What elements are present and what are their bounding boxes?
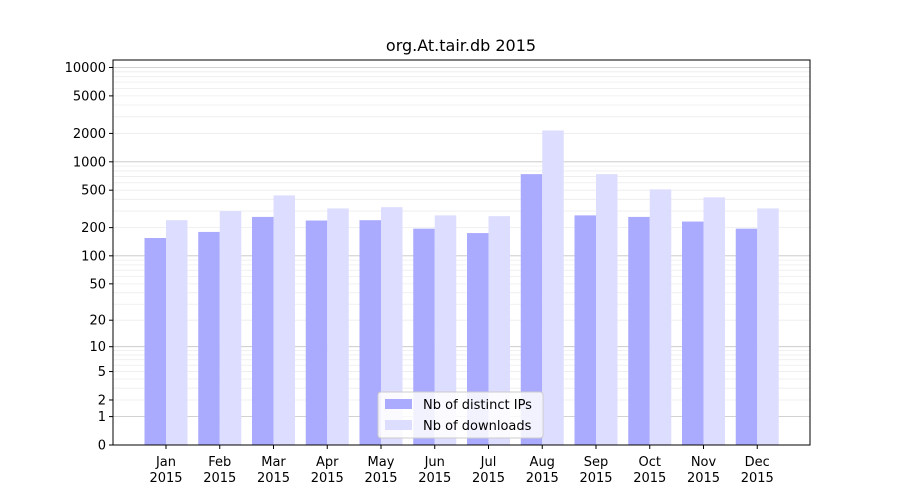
x-tick-label-month: May: [368, 455, 395, 470]
x-tick-label-month: Jun: [424, 455, 445, 470]
bar-distinct-ips: [359, 220, 381, 445]
y-tick-label: 200: [81, 221, 106, 236]
x-tick-label-month: Dec: [745, 455, 770, 470]
y-tick-label: 1: [98, 410, 106, 425]
legend-label: Nb of distinct IPs: [423, 398, 532, 413]
x-tick-label-year: 2015: [741, 471, 774, 486]
y-tick-label: 2: [98, 393, 106, 408]
y-tick-label: 500: [81, 184, 106, 199]
bar-distinct-ips: [628, 216, 650, 445]
bar-distinct-ips: [305, 220, 328, 445]
y-tick-label: 10000: [65, 61, 106, 76]
x-tick-label-year: 2015: [579, 471, 612, 486]
y-tick-label: 5: [98, 365, 106, 380]
legend-swatch: [385, 399, 412, 409]
y-tick-label: 10: [89, 340, 106, 355]
bar-distinct-ips: [252, 216, 274, 445]
x-axis: Jan2015Feb2015Mar2015Apr2015May2015Jun20…: [149, 445, 774, 486]
bar-distinct-ips: [198, 231, 220, 445]
bar-distinct-ips: [144, 238, 166, 445]
x-tick-label-month: Mar: [261, 455, 286, 470]
x-tick-label-month: Aug: [530, 455, 555, 470]
x-tick-label-year: 2015: [257, 471, 290, 486]
y-tick-label: 20: [89, 314, 106, 329]
x-tick-label-year: 2015: [687, 471, 720, 486]
bar-downloads: [757, 208, 779, 445]
bar-downloads: [219, 211, 242, 445]
y-tick-label: 100: [81, 249, 106, 264]
bar-distinct-ips: [520, 174, 543, 446]
y-tick-label: 50: [89, 277, 106, 292]
y-axis: 0 1 2 5 10 20 50 100 200 500 1000 2000 5000 10000: [65, 61, 113, 454]
bar-distinct-ips: [574, 215, 596, 445]
bar-downloads: [166, 220, 188, 445]
x-tick-label-year: 2015: [311, 471, 344, 486]
bar-distinct-ips: [413, 228, 435, 445]
bar-distinct-ips: [682, 221, 704, 445]
y-tick-label: 1000: [73, 155, 106, 170]
plot-frame: [112, 59, 811, 446]
bars: [144, 130, 779, 446]
bar-distinct-ips: [735, 228, 758, 445]
bar-downloads: [596, 174, 618, 446]
bar-downloads: [434, 215, 457, 445]
legend-swatch: [385, 420, 412, 430]
y-tick-label: 5000: [73, 89, 106, 104]
x-tick-label-month: Nov: [691, 455, 717, 470]
bar-downloads: [327, 208, 349, 445]
bar-downloads: [273, 195, 295, 445]
x-tick-label-month: Jul: [480, 455, 497, 470]
bar-downloads: [381, 207, 403, 445]
x-tick-label-year: 2015: [418, 471, 451, 486]
y-tick-label: 2000: [73, 127, 106, 142]
x-tick-label-year: 2015: [364, 471, 397, 486]
x-tick-label-year: 2015: [633, 471, 666, 486]
bar-downloads: [542, 130, 564, 445]
x-tick-label-month: Apr: [316, 455, 339, 470]
x-tick-label-year: 2015: [203, 471, 236, 486]
legend-label: Nb of downloads: [423, 419, 532, 434]
bar-downloads: [488, 216, 510, 445]
x-tick-label-month: Oct: [639, 455, 661, 470]
x-tick-label-year: 2015: [472, 471, 505, 486]
chart-title: org.At.tair.db 2015: [386, 36, 536, 55]
x-tick-label-month: Feb: [208, 455, 231, 470]
bar-downloads: [649, 189, 672, 445]
legend: Nb of distinct IPs Nb of downloads: [377, 391, 544, 439]
x-tick-label-month: Sep: [584, 455, 609, 470]
y-tick-label: 0: [98, 439, 106, 454]
x-tick-label-month: Jan: [155, 455, 176, 470]
bar-downloads: [703, 197, 725, 445]
x-tick-label-year: 2015: [149, 471, 182, 486]
x-tick-label-year: 2015: [526, 471, 559, 486]
legend-box: [377, 391, 544, 439]
